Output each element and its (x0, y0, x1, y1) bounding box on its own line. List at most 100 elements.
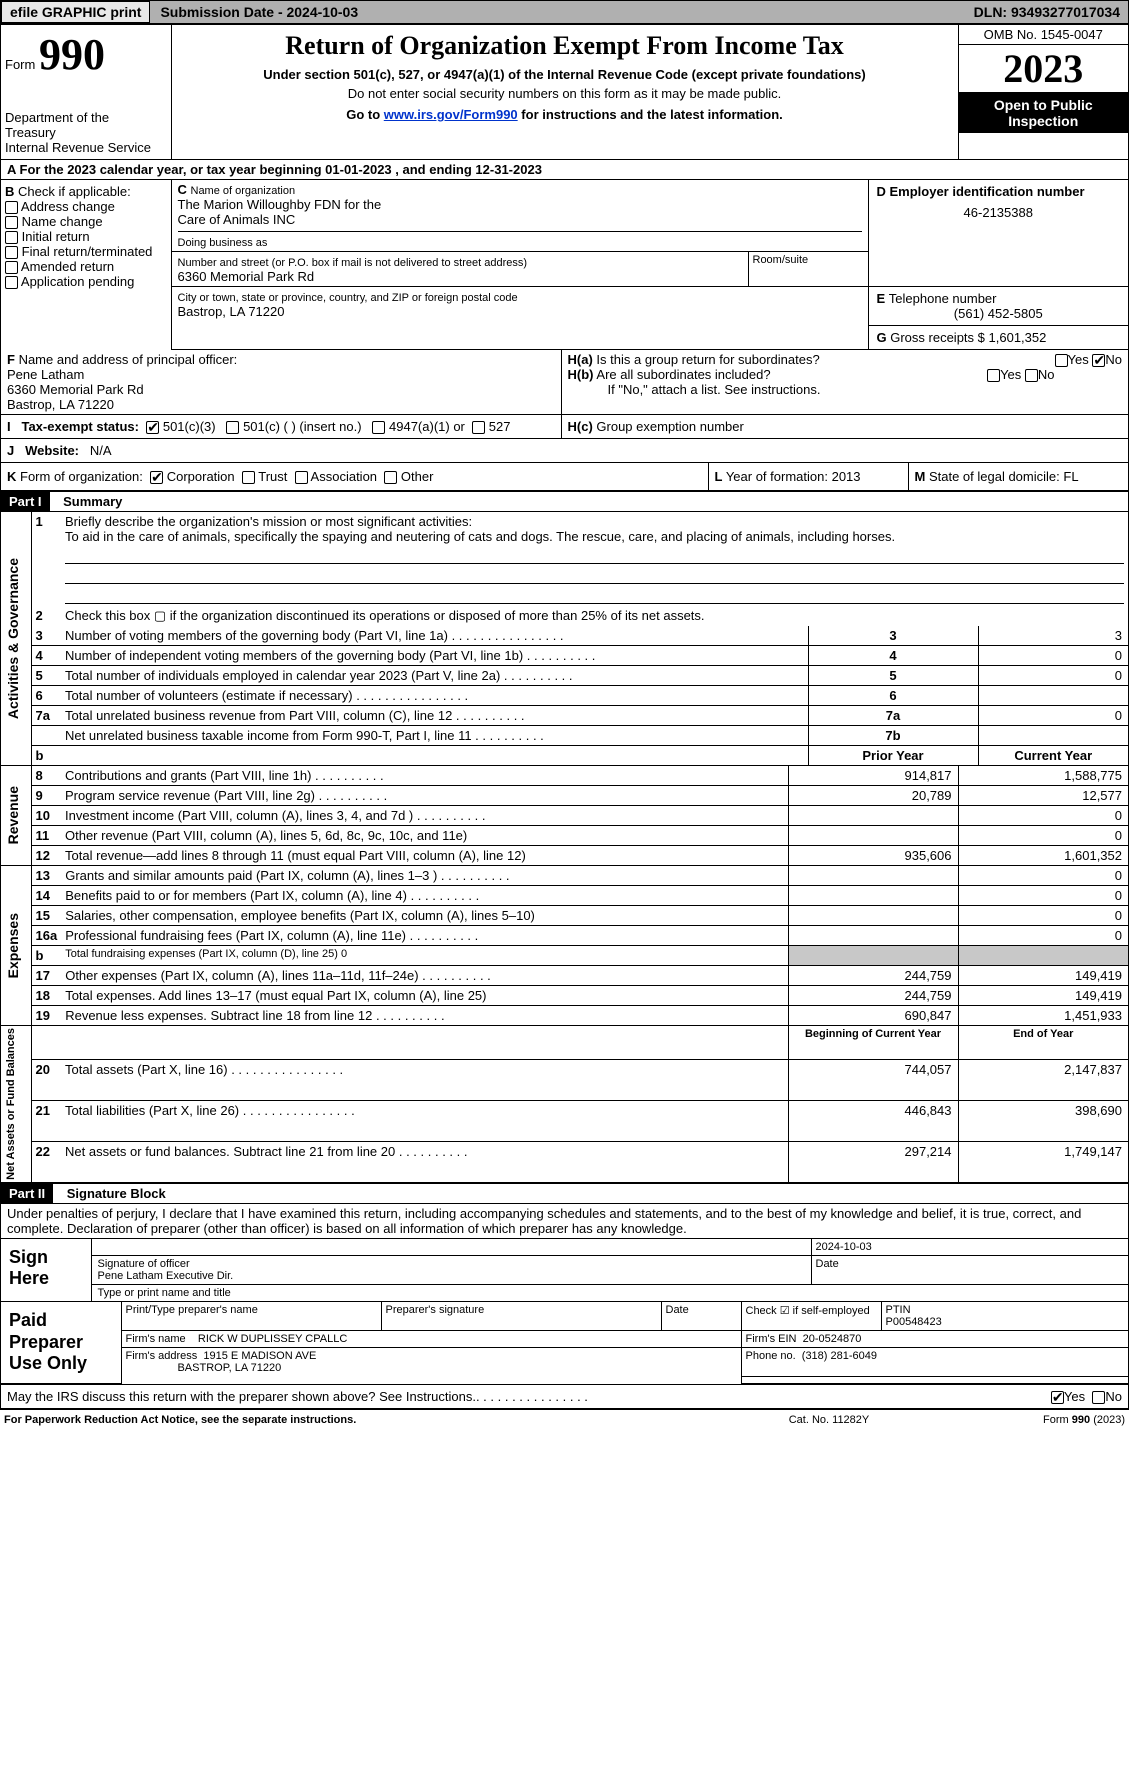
form-title: Return of Organization Exempt From Incom… (182, 31, 948, 61)
ptin-label: PTIN (886, 1304, 911, 1316)
q1-text: To aid in the care of animals, specifica… (65, 529, 895, 544)
r9-p: 20,789 (788, 786, 958, 806)
e18-c: 149,419 (958, 986, 1128, 1006)
r8-c: 1,588,775 (958, 766, 1128, 786)
r11-p (788, 826, 958, 846)
col-eoy: End of Year (958, 1026, 1128, 1060)
r10-c: 0 (958, 806, 1128, 826)
firm-ein: 20-0524870 (803, 1333, 862, 1345)
discuss-no[interactable] (1092, 1391, 1105, 1404)
room-label: Room/suite (748, 252, 868, 287)
hb-note: If "No," attach a list. See instructions… (568, 382, 1123, 397)
b-3: Initial return (22, 229, 90, 244)
r11-c: 0 (958, 826, 1128, 846)
l5-text: Total number of individuals employed in … (65, 668, 500, 683)
pt-name-label: Print/Type preparer's name (121, 1302, 381, 1331)
dept-3: Internal Revenue Service (5, 140, 167, 155)
firm-name: RICK W DUPLISSEY CPALLC (198, 1333, 347, 1345)
l7a-text: Total unrelated business revenue from Pa… (65, 708, 452, 723)
l7b-val (978, 726, 1128, 746)
chk-501c[interactable] (226, 421, 239, 434)
chk-app-pending[interactable] (5, 276, 18, 289)
form-container: Form 990 Department of the Treasury Inte… (0, 24, 1129, 1410)
e13-c: 0 (958, 866, 1128, 886)
col-current: Current Year (978, 746, 1128, 766)
chk-trust[interactable] (242, 471, 255, 484)
chk-initial-return[interactable] (5, 231, 18, 244)
j-label: Website: (25, 443, 79, 458)
e19-c: 1,451,933 (958, 1006, 1128, 1026)
submission-date: Submission Date - 2024-10-03 (154, 4, 364, 20)
b-4: Final return/terminated (22, 244, 153, 259)
chk-final-return[interactable] (5, 246, 18, 259)
l4-text: Number of independent voting members of … (65, 648, 523, 663)
typed-name: Pene Latham Executive Dir. (98, 1270, 234, 1282)
chk-501c3[interactable] (146, 421, 159, 434)
e19-p: 690,847 (788, 1006, 958, 1026)
q2: Check this box ▢ if the organization dis… (61, 606, 1128, 626)
f-label: Name and address of principal officer: (19, 352, 238, 367)
sig-officer-label: Signature of officer (98, 1258, 190, 1270)
c-name-label: Name of organization (191, 185, 296, 197)
side-net-assets: Net Assets or Fund Balances (5, 1028, 17, 1180)
l4-val: 0 (978, 646, 1128, 666)
chk-name-change[interactable] (5, 216, 18, 229)
year-formation: 2013 (832, 469, 861, 484)
n22-c: 1,749,147 (958, 1142, 1128, 1183)
street: 6360 Memorial Park Rd (178, 269, 315, 284)
chk-corp[interactable] (150, 471, 163, 484)
chk-address-change[interactable] (5, 201, 18, 214)
domicile: FL (1063, 469, 1078, 484)
n20-p: 744,057 (788, 1060, 958, 1101)
part2-header: Part II Signature Block (1, 1183, 1128, 1204)
hb-no[interactable] (1025, 369, 1038, 382)
b-5: Amended return (21, 259, 114, 274)
org-name-2: Care of Animals INC (178, 212, 296, 227)
efile-print-button[interactable]: efile GRAPHIC print (1, 1, 150, 23)
n22-p: 297,214 (788, 1142, 958, 1183)
chk-4947[interactable] (372, 421, 385, 434)
pt-date-label: Date (661, 1302, 741, 1331)
ha-text: Is this a group return for subordinates? (596, 352, 819, 367)
open-to-public: Open to Public Inspection (959, 93, 1129, 133)
pt-sig-label: Preparer's signature (381, 1302, 661, 1331)
l-label: Year of formation: (726, 469, 828, 484)
goto-prefix: Go to (346, 107, 384, 122)
discuss-text: May the IRS discuss this return with the… (7, 1389, 476, 1404)
chk-amended[interactable] (5, 261, 18, 274)
discuss-yes[interactable] (1051, 1391, 1064, 1404)
topbar: efile GRAPHIC print Submission Date - 20… (0, 0, 1129, 24)
e-label: Telephone number (889, 291, 997, 306)
firm-addr2: BASTROP, LA 71220 (177, 1362, 281, 1374)
goto-link[interactable]: www.irs.gov/Form990 (384, 107, 518, 122)
ha-no[interactable] (1092, 354, 1105, 367)
omb: OMB No. 1545-0047 (959, 25, 1129, 45)
hc-text: Group exemption number (596, 419, 743, 434)
side-revenue: Revenue (5, 786, 21, 844)
dept-2: Treasury (5, 125, 167, 140)
k-label: Form of organization: (20, 469, 143, 484)
e14-c: 0 (958, 886, 1128, 906)
hb-yes[interactable] (987, 369, 1000, 382)
pra-notice: For Paperwork Reduction Act Notice, see … (0, 1412, 729, 1428)
col-boy: Beginning of Current Year (788, 1026, 958, 1060)
chk-other[interactable] (384, 471, 397, 484)
n20-c: 2,147,837 (958, 1060, 1128, 1101)
officer-name: Pene Latham (7, 367, 84, 382)
e18-p: 244,759 (788, 986, 958, 1006)
e16a-c: 0 (958, 926, 1128, 946)
firm-addr-label: Firm's address (126, 1350, 198, 1362)
tax-year: 2023 (959, 45, 1129, 93)
m-label: State of legal domicile: (929, 469, 1060, 484)
ha-yes[interactable] (1055, 354, 1068, 367)
l3-val: 3 (978, 626, 1128, 646)
chk-assoc[interactable] (295, 471, 308, 484)
l7a-val: 0 (978, 706, 1128, 726)
gross-receipts: 1,601,352 (989, 330, 1047, 345)
b-1: Address change (21, 199, 115, 214)
b-heading: Check if applicable: (18, 184, 131, 199)
paid-preparer-label: Paid Preparer Use Only (1, 1302, 121, 1383)
chk-527[interactable] (472, 421, 485, 434)
r12-c: 1,601,352 (958, 846, 1128, 866)
sign-here-label: Sign Here (1, 1239, 91, 1302)
